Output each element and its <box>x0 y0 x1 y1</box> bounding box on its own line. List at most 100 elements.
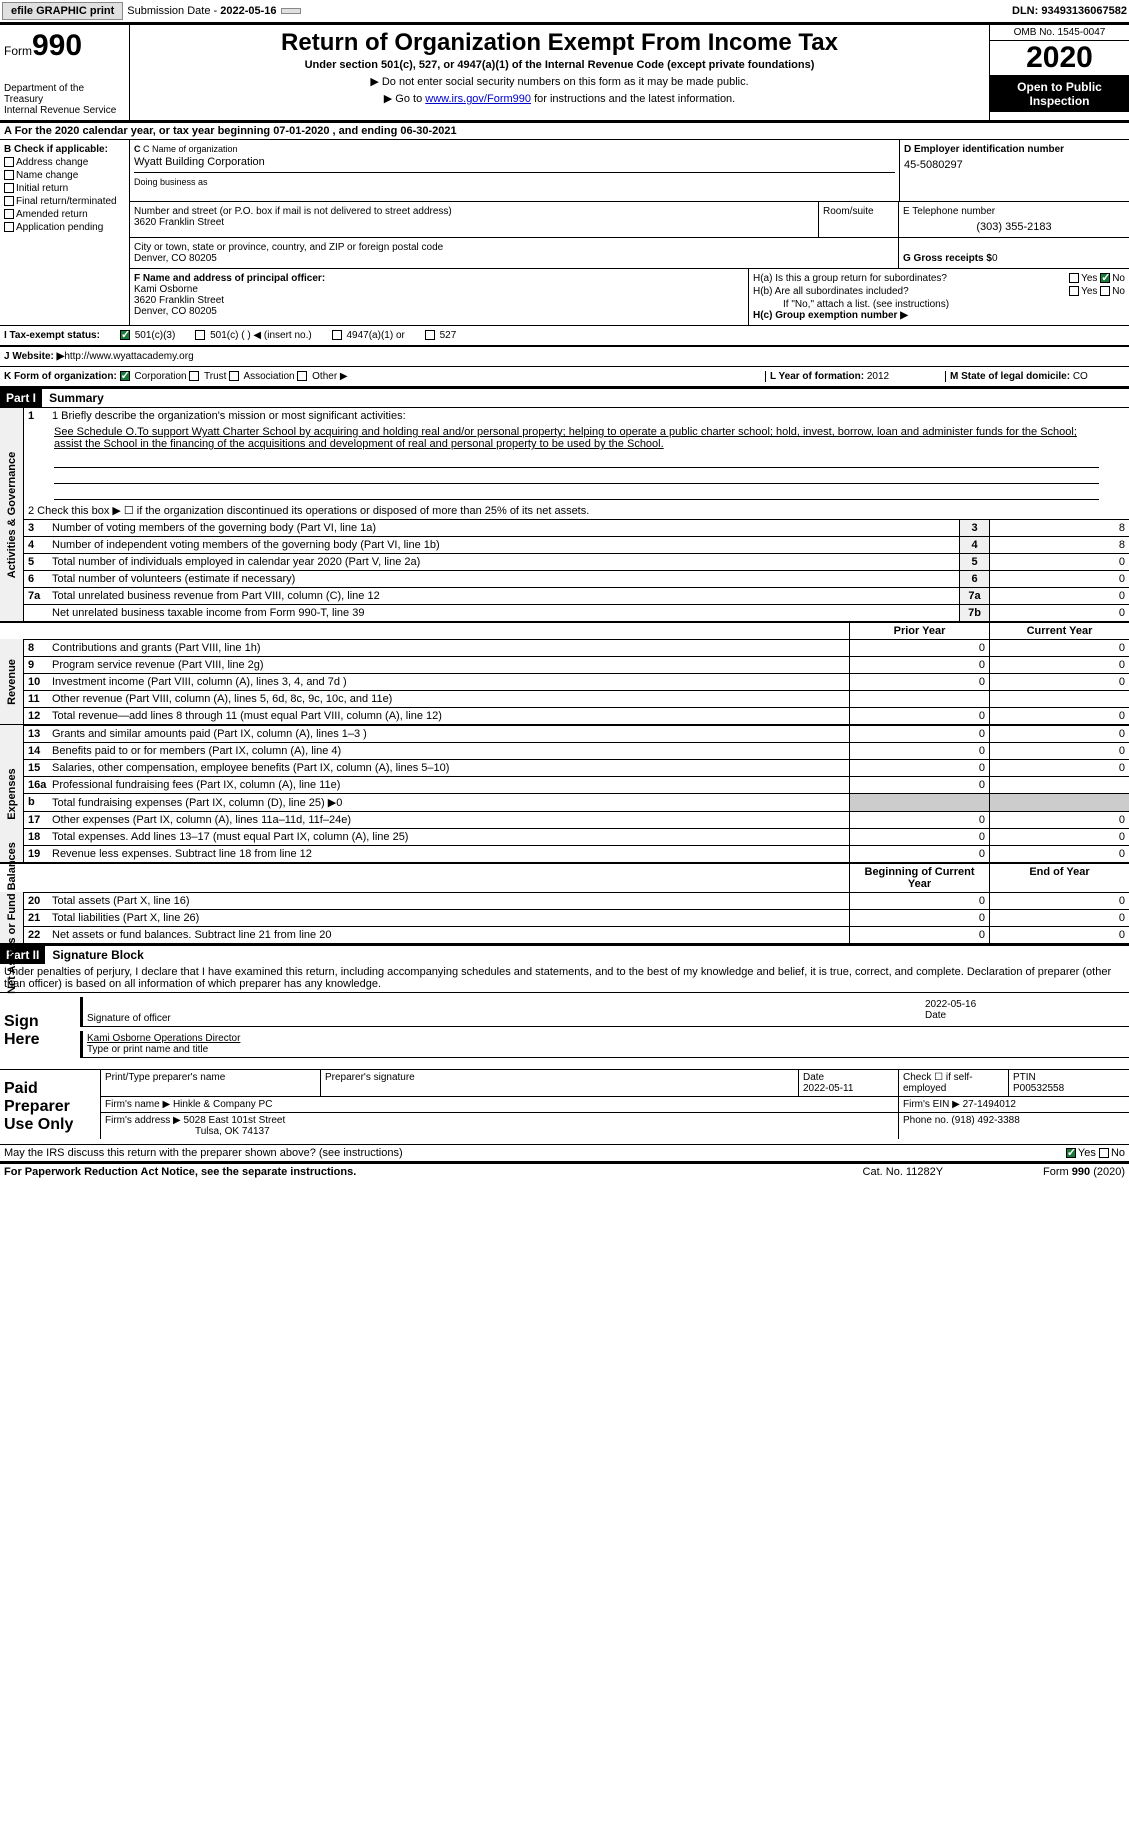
discuss-no[interactable] <box>1099 1148 1109 1158</box>
hb-no[interactable] <box>1100 286 1110 296</box>
gov-line: 3Number of voting members of the governi… <box>24 520 959 536</box>
table-row: 8Contributions and grants (Part VIII, li… <box>24 640 849 656</box>
gov-line: 5Total number of individuals employed in… <box>24 554 959 570</box>
phone-label: E Telephone number <box>903 206 1125 217</box>
checkbox-application[interactable] <box>4 222 14 232</box>
checkbox-address[interactable] <box>4 157 14 167</box>
sig-date: 2022-05-16 <box>925 999 976 1010</box>
gov-line: 7aTotal unrelated business revenue from … <box>24 588 959 604</box>
open-inspection: Open to Public Inspection <box>990 76 1129 112</box>
firm-addr-label: Firm's address ▶ <box>105 1115 184 1126</box>
table-row: 20Total assets (Part X, line 16) <box>24 893 849 909</box>
hb-label: H(b) Are all subordinates included? <box>753 286 909 297</box>
form-number: 990 <box>32 29 82 62</box>
chk-501c3[interactable] <box>120 330 130 340</box>
table-row: 16aProfessional fundraising fees (Part I… <box>24 777 849 793</box>
firm-ein: 27-1494012 <box>963 1099 1016 1110</box>
form-org-label: K Form of organization: <box>4 371 117 382</box>
table-row: 12Total revenue—add lines 8 through 11 (… <box>24 708 849 724</box>
hdr-end: End of Year <box>989 864 1129 892</box>
discuss-text: May the IRS discuss this return with the… <box>4 1147 403 1159</box>
hdr-curr: Current Year <box>989 623 1129 639</box>
checkbox-name[interactable] <box>4 170 14 180</box>
officer-name: Kami Osborne <box>134 284 744 295</box>
efile-button[interactable]: efile GRAPHIC print <box>2 2 123 20</box>
hb-yes[interactable] <box>1069 286 1079 296</box>
ha-label: H(a) Is this a group return for subordin… <box>753 273 947 284</box>
gov-line: 6Total number of volunteers (estimate if… <box>24 571 959 587</box>
prep-phone-label: Phone no. <box>903 1115 951 1126</box>
chk-other[interactable] <box>297 371 307 381</box>
ptin-label: PTIN <box>1013 1072 1036 1083</box>
year-formation: L Year of formation: 2012 <box>765 371 945 382</box>
chk-assoc[interactable] <box>229 371 239 381</box>
prep-print-label: Print/Type preparer's name <box>101 1070 321 1096</box>
org-name: Wyatt Building Corporation <box>134 156 895 168</box>
street-value: 3620 Franklin Street <box>134 217 814 228</box>
submission-label: Submission Date - 2022-05-16 <box>127 5 276 17</box>
sign-here-label: Sign Here <box>0 993 80 1069</box>
omb-number: OMB No. 1545-0047 <box>990 25 1129 41</box>
footer-left: For Paperwork Reduction Act Notice, see … <box>4 1166 356 1178</box>
mission-text: See Schedule O.To support Wyatt Charter … <box>24 424 1129 452</box>
dept-label: Department of the Treasury Internal Reve… <box>4 83 125 116</box>
vtab-governance: Activities & Governance <box>6 451 18 578</box>
ha-no[interactable] <box>1100 273 1110 283</box>
ptin-value: P00532558 <box>1013 1083 1064 1094</box>
table-row: 11Other revenue (Part VIII, column (A), … <box>24 691 849 707</box>
table-row: 10Investment income (Part VIII, column (… <box>24 674 849 690</box>
checkbox-amended[interactable] <box>4 209 14 219</box>
chk-4947[interactable] <box>332 330 342 340</box>
officer-addr2: Denver, CO 80205 <box>134 306 744 317</box>
org-name-label: C C Name of organization <box>134 144 895 154</box>
firm-name: Hinkle & Company PC <box>173 1099 272 1110</box>
table-row: 17Other expenses (Part IX, column (A), l… <box>24 812 849 828</box>
hdr-begin: Beginning of Current Year <box>849 864 989 892</box>
note-ssn: ▶ Do not enter social security numbers o… <box>140 75 979 88</box>
line1-label: 1 Briefly describe the organization's mi… <box>52 410 1125 422</box>
chk-527[interactable] <box>425 330 435 340</box>
prep-sig-label: Preparer's signature <box>321 1070 799 1096</box>
prep-phone: (918) 492-3388 <box>951 1115 1019 1126</box>
tax-year: 2020 <box>990 41 1129 76</box>
table-row: 18Total expenses. Add lines 13–17 (must … <box>24 829 849 845</box>
footer-form: Form 990 (2020) <box>1043 1166 1125 1178</box>
firm-ein-label: Firm's EIN ▶ <box>903 1099 963 1110</box>
form-label: Form <box>4 44 32 58</box>
firm-addr2: Tulsa, OK 74137 <box>105 1126 270 1137</box>
discuss-yes[interactable] <box>1066 1148 1076 1158</box>
vtab-expenses: Expenses <box>6 768 18 819</box>
table-row: 21Total liabilities (Part X, line 26) <box>24 910 849 926</box>
chk-trust[interactable] <box>189 371 199 381</box>
blank-button[interactable] <box>281 8 301 14</box>
checkbox-initial[interactable] <box>4 183 14 193</box>
row-a-period: A For the 2020 calendar year, or tax yea… <box>0 123 1129 139</box>
irs-link[interactable]: www.irs.gov/Form990 <box>425 93 531 105</box>
declaration: Under penalties of perjury, I declare th… <box>0 964 1129 993</box>
street-label: Number and street (or P.O. box if mail i… <box>134 206 814 217</box>
hdr-prior: Prior Year <box>849 623 989 639</box>
table-row: 19Revenue less expenses. Subtract line 1… <box>24 846 849 862</box>
vtab-net: Net Assets or Fund Balances <box>6 842 18 994</box>
firm-addr1: 5028 East 101st Street <box>184 1115 286 1126</box>
table-row: 15Salaries, other compensation, employee… <box>24 760 849 776</box>
chk-corp[interactable] <box>120 371 130 381</box>
table-row: 9Program service revenue (Part VIII, lin… <box>24 657 849 673</box>
officer-label: F Name and address of principal officer: <box>134 273 744 284</box>
chk-501c[interactable] <box>195 330 205 340</box>
page-title: Return of Organization Exempt From Incom… <box>140 29 979 57</box>
footer-cat: Cat. No. 11282Y <box>863 1166 944 1178</box>
subtitle: Under section 501(c), 527, or 4947(a)(1)… <box>140 59 979 71</box>
sig-officer-label: Signature of officer <box>87 1013 171 1024</box>
checkbox-final[interactable] <box>4 196 14 206</box>
gov-line: 4Number of independent voting members of… <box>24 537 959 553</box>
officer-addr1: 3620 Franklin Street <box>134 295 744 306</box>
ha-yes[interactable] <box>1069 273 1079 283</box>
sig-name: Kami Osborne Operations Director <box>87 1033 240 1044</box>
part1-header: Part I <box>0 389 42 407</box>
line2: 2 Check this box ▶ ☐ if the organization… <box>24 502 1129 519</box>
room-label: Room/suite <box>819 202 899 237</box>
table-row: bTotal fundraising expenses (Part IX, co… <box>24 794 849 811</box>
state-domicile: M State of legal domicile: CO <box>945 371 1125 382</box>
col-b-label: B Check if applicable: <box>4 144 108 155</box>
